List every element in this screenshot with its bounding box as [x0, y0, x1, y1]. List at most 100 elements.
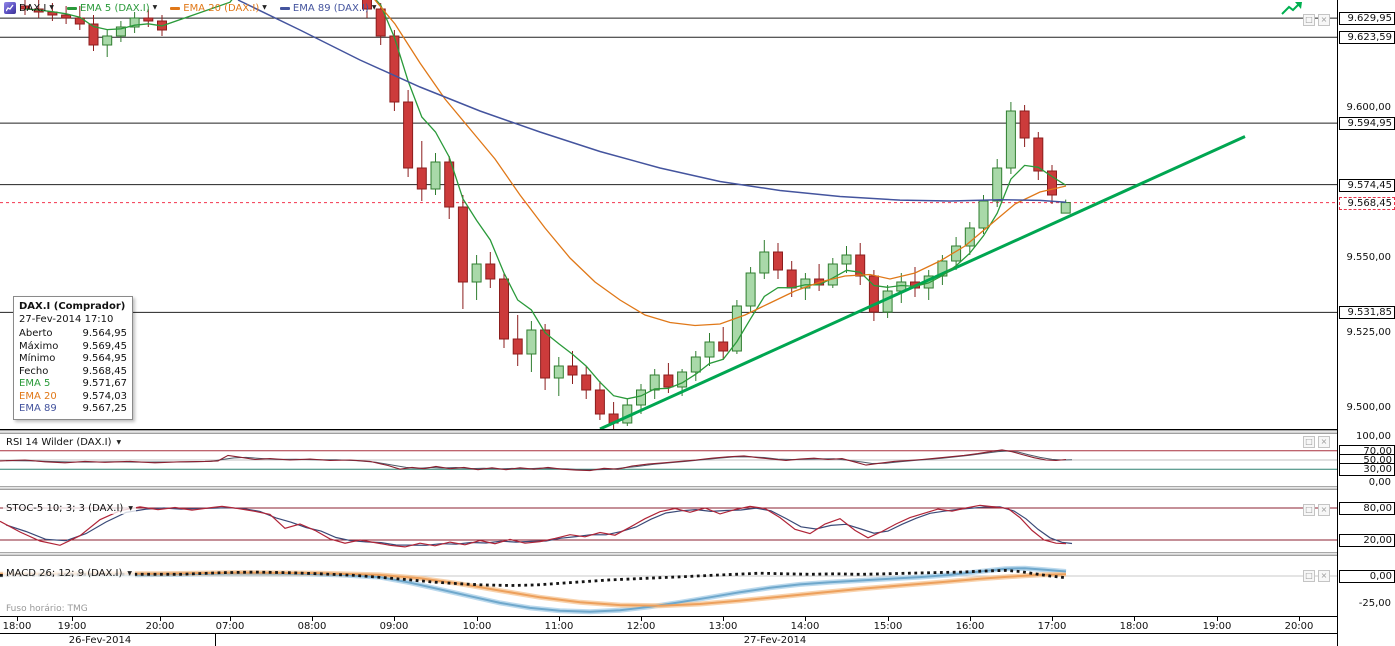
time-tick-label: 07:00	[215, 621, 245, 632]
main-chart-controls: □ ×	[1303, 14, 1330, 26]
time-tick	[1052, 617, 1053, 621]
session-separator	[215, 634, 216, 646]
macd-axis-label: 0,00	[1339, 570, 1395, 583]
time-tick	[312, 617, 313, 621]
toolbar-item-label: EMA 20 (DAX.I)	[183, 2, 260, 14]
instrument-selector[interactable]: DAX.I ▼	[4, 2, 54, 14]
panel-close-icon[interactable]: ×	[1318, 436, 1330, 448]
tooltip-row-value: 9.564,95	[82, 353, 127, 364]
price-axis-label: 9.629,95	[1339, 12, 1395, 26]
chevron-down-icon: ▼	[371, 4, 377, 11]
time-tick-label: 19:00	[57, 621, 87, 632]
trendline[interactable]	[599, 135, 1246, 430]
chevron-down-icon: ▼	[49, 4, 54, 11]
macd-panel-selector[interactable]: MACD 26; 12; 9 (DAX.I) ▼	[3, 568, 136, 579]
time-tick-label: 17:00	[1037, 621, 1067, 632]
tooltip-row-value: 9.574,03	[82, 390, 127, 402]
time-tick-label: 14:00	[790, 621, 820, 632]
tooltip-row-label: Aberto	[19, 328, 53, 339]
time-tick-label: 20:00	[145, 621, 175, 632]
tooltip-datetime: 27-Fev-2014 17:10	[19, 314, 114, 325]
panel-popout-icon[interactable]: □	[1303, 504, 1315, 516]
price-axis: 9.629,95 9.623,59 9.600,00 9.594,95 9.574,45…	[1337, 0, 1395, 646]
ema-20-overlay-selector[interactable]: EMA 20 (DAX.I) ▼	[170, 3, 267, 14]
stoch-panel-label: STOC-5 10; 3; 3 (DAX.I)	[6, 503, 124, 514]
rsi-panel-selector[interactable]: RSI 14 Wilder (DAX.I) ▼	[3, 437, 125, 448]
tooltip-row-label: Mínimo	[19, 353, 56, 364]
tooltip-row: EMA 20 9.574,03	[14, 391, 132, 404]
ema89-line	[237, 0, 1067, 203]
date-label: 27-Fev-2014	[743, 635, 807, 646]
price-axis-label: 9.531,85	[1339, 306, 1395, 320]
main-price-chart[interactable]	[0, 0, 1337, 429]
ema20-line	[374, 0, 1067, 327]
tooltip-row: EMA 5 9.571,67	[14, 378, 132, 391]
current-price-label: 9.568,45	[1339, 196, 1395, 210]
chart-toolbar: DAX.I ▼ EMA 5 (DAX.I) ▼ EMA 20 (DAX.I) ▼ EMA 8…	[0, 0, 377, 16]
time-axis: 18:00 19:00 20:00 07:00 08:00 09:00 10:00 11:00…	[0, 616, 1337, 634]
time-tick	[805, 617, 806, 621]
tooltip-row-value: 9.567,25	[82, 403, 127, 414]
tooltip-row-value: 9.569,45	[82, 340, 127, 352]
rsi-axis-label: 30,00	[1339, 463, 1395, 477]
price-axis-label: 9.525,00	[1339, 327, 1393, 338]
tooltip-row-label: Fecho	[19, 365, 49, 377]
rsi-panel-chart[interactable]	[0, 434, 1337, 486]
macd-histogram-dotted-line	[0, 568, 1067, 587]
stoch-panel-selector[interactable]: STOC-5 10; 3; 3 (DAX.I) ▼	[3, 503, 136, 514]
tooltip-row-label: Máximo	[19, 340, 59, 352]
time-tick-label: 19:00	[1202, 621, 1232, 632]
time-tick	[17, 617, 18, 621]
trend-arrow-glyph	[1281, 2, 1302, 15]
ema5-line	[24, 0, 1067, 400]
tooltip-row-value: 9.571,67	[82, 378, 127, 389]
price-axis-label: 9.574,45	[1339, 178, 1395, 192]
macd-panel-chart[interactable]	[0, 556, 1337, 616]
tooltip-title: DAX.I (Comprador)	[19, 301, 126, 312]
overlay-color-swatch	[279, 6, 290, 10]
macd-signal-line	[0, 571, 1067, 607]
panel-popout-icon[interactable]: □	[1303, 436, 1315, 448]
ema-89-overlay-selector[interactable]: EMA 89 (DAX.I) ▼	[279, 3, 377, 14]
time-tick-label: 09:00	[379, 621, 409, 632]
tooltip-row-label: EMA 5	[19, 378, 51, 389]
time-tick	[559, 617, 560, 621]
splitter-main-rsi[interactable]	[0, 430, 1337, 434]
toolbar-item-label: EMA 5 (DAX.I)	[79, 2, 150, 14]
candles-series	[20, 0, 1071, 429]
panel-popout-icon[interactable]: □	[1303, 14, 1315, 26]
panel-close-icon[interactable]: ×	[1318, 14, 1330, 26]
time-tick	[230, 617, 231, 621]
tooltip-row: Mínimo 9.564,95	[14, 353, 132, 366]
time-tick	[477, 617, 478, 621]
time-tick	[1217, 617, 1218, 621]
time-tick-label: 13:00	[708, 621, 738, 632]
trend-arrow-icon[interactable]	[1281, 2, 1303, 19]
splitter-stoch-macd[interactable]	[0, 552, 1337, 556]
price-axis-label: 9.594,95	[1339, 117, 1395, 131]
timezone-note: Fuso horário: TMG	[6, 604, 88, 614]
time-tick-label: 08:00	[297, 621, 327, 632]
date-label: 26-Fev-2014	[68, 635, 132, 646]
rsi-panel-label: RSI 14 Wilder (DAX.I)	[6, 437, 112, 448]
panel-popout-icon[interactable]: □	[1303, 570, 1315, 582]
stoch-axis-label: 20,00	[1339, 534, 1395, 547]
stoch-axis-label: 80,00	[1339, 502, 1395, 515]
stoch-panel-controls: □ ×	[1303, 504, 1330, 516]
level-lines	[0, 17, 1337, 313]
time-tick	[641, 617, 642, 621]
instrument-icon	[4, 2, 16, 14]
macd-panel-controls: □ ×	[1303, 570, 1330, 582]
stochastic-panel-chart[interactable]	[0, 490, 1337, 552]
panel-close-icon[interactable]: ×	[1318, 504, 1330, 516]
tooltip-values: Aberto 9.564,95 Máximo 9.569,45 Mínimo 9.564,…	[14, 328, 132, 416]
time-tick	[1134, 617, 1135, 621]
splitter-rsi-stoch[interactable]	[0, 486, 1337, 490]
stoch-k-line	[0, 504, 1067, 548]
price-axis-label: 9.550,00	[1339, 252, 1393, 263]
panel-close-icon[interactable]: ×	[1318, 570, 1330, 582]
tooltip-row: Máximo 9.569,45	[14, 341, 132, 354]
tooltip-row-value: 9.564,95	[82, 328, 127, 339]
ema-5-overlay-selector[interactable]: EMA 5 (DAX.I) ▼	[66, 2, 157, 14]
